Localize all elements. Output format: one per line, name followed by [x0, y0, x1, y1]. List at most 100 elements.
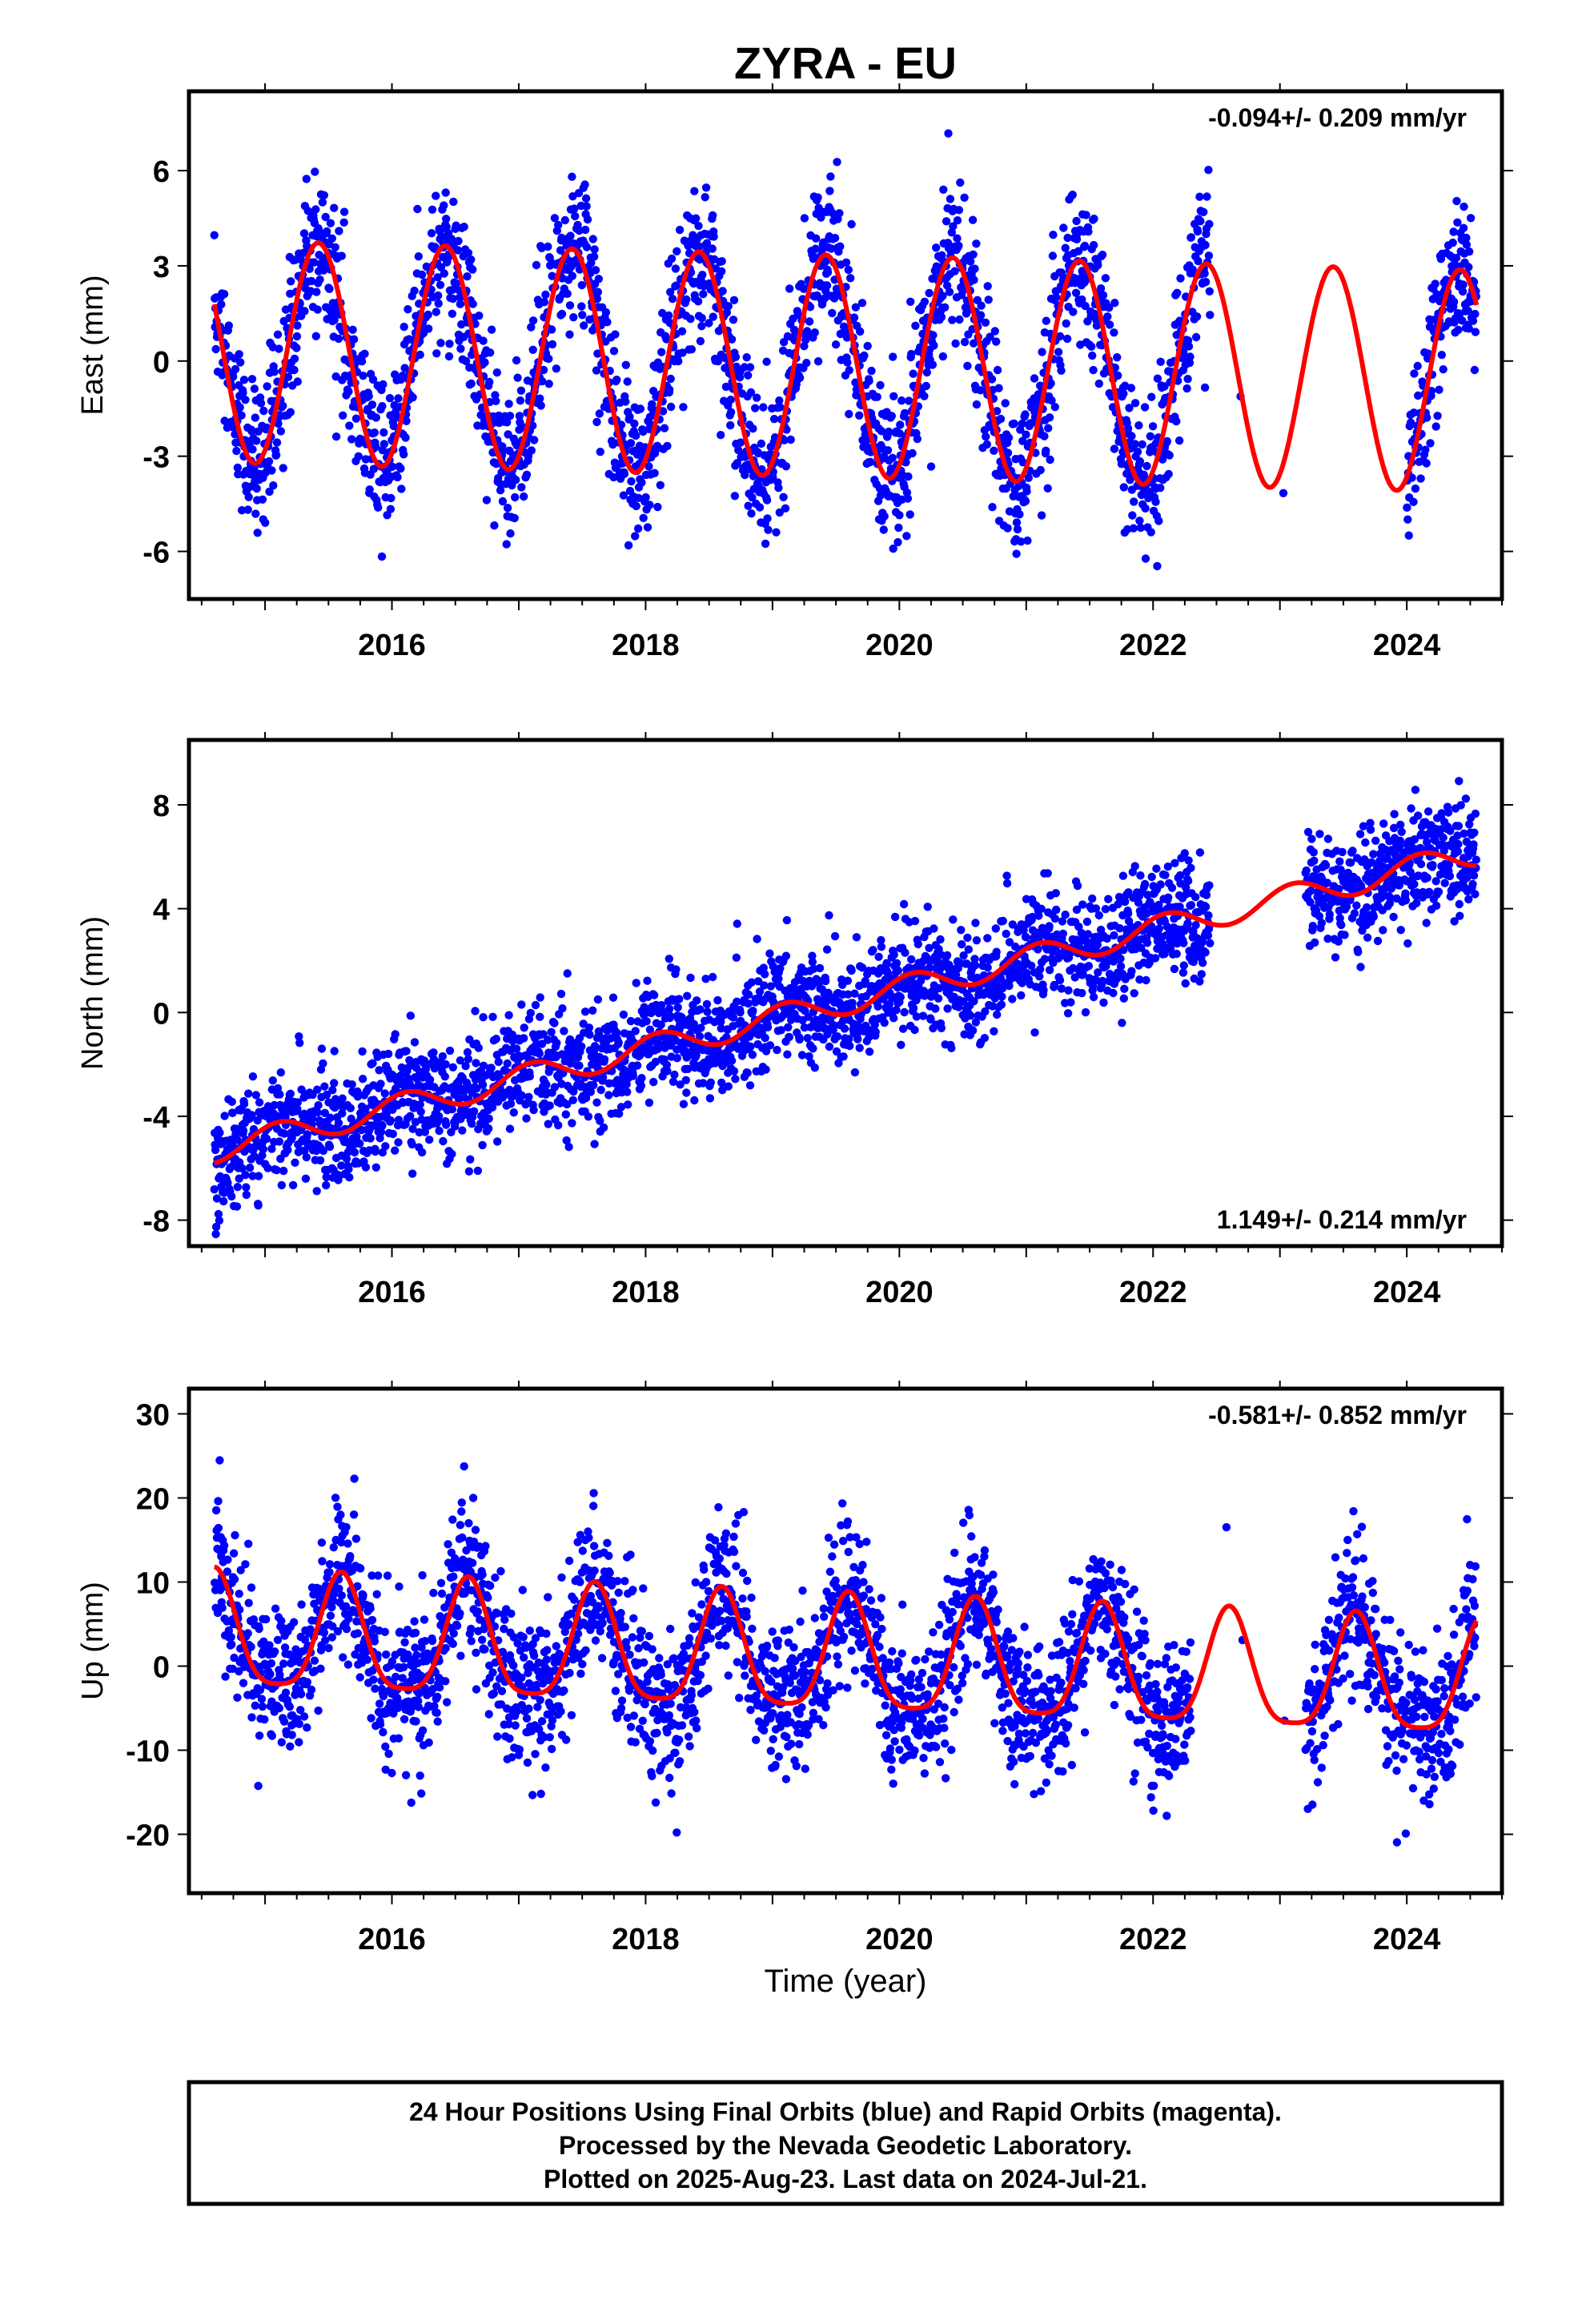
data-point [1084, 962, 1094, 971]
data-point [849, 313, 859, 322]
data-point [744, 371, 753, 380]
data-point [1172, 949, 1181, 959]
data-point [1098, 291, 1108, 300]
data-point [347, 1114, 355, 1124]
data-point [210, 231, 219, 239]
data-point [334, 1119, 343, 1128]
data-point [616, 420, 626, 429]
data-point [339, 218, 348, 227]
data-point [1002, 879, 1012, 888]
data-point [520, 1023, 528, 1032]
data-point [348, 325, 357, 334]
data-point [441, 1059, 450, 1069]
data-point [302, 175, 311, 183]
data-point [932, 243, 941, 252]
data-point [606, 1034, 615, 1043]
data-point [1002, 929, 1010, 939]
data-point [637, 478, 646, 487]
data-point [505, 412, 515, 420]
data-point [832, 284, 841, 293]
data-point [515, 412, 524, 420]
data-point [764, 525, 773, 534]
data-point [846, 274, 855, 283]
data-point [445, 340, 454, 348]
data-point [1110, 328, 1118, 337]
data-point [325, 284, 334, 293]
data-point [889, 352, 897, 361]
data-point [996, 414, 1006, 424]
data-point [509, 1108, 518, 1117]
data-point [253, 529, 262, 537]
data-point [889, 1014, 898, 1023]
data-point [342, 1154, 351, 1164]
data-point [424, 310, 432, 320]
data-point [954, 1003, 963, 1011]
data-point [434, 291, 443, 300]
data-point [1191, 893, 1200, 902]
data-point [569, 313, 578, 322]
data-point [698, 271, 707, 279]
data-point [920, 297, 930, 306]
data-point [835, 209, 844, 218]
data-point [857, 963, 867, 972]
data-points [210, 777, 1481, 1239]
data-point [475, 312, 484, 320]
data-point [850, 1068, 860, 1077]
data-point [747, 509, 756, 518]
data-point [828, 208, 837, 218]
data-point [749, 424, 757, 433]
data-point [383, 511, 391, 520]
data-point [1173, 288, 1182, 297]
data-point [701, 193, 709, 202]
data-point [1038, 348, 1046, 356]
data-point [511, 493, 520, 502]
data-point [1315, 830, 1324, 838]
data-point [1113, 353, 1122, 362]
data-point [730, 492, 740, 501]
data-point [763, 514, 772, 523]
data-point [448, 1105, 457, 1114]
data-point [1459, 280, 1468, 289]
data-point [642, 1017, 651, 1026]
data-point [540, 298, 549, 307]
data-point [871, 1027, 880, 1036]
data-point [1164, 893, 1173, 903]
data-point [276, 1068, 285, 1077]
data-point [971, 1018, 981, 1027]
data-point [623, 377, 632, 386]
data-point [682, 295, 691, 304]
data-point [1061, 243, 1070, 252]
data-point [368, 375, 378, 384]
data-point [1015, 510, 1024, 519]
data-point [376, 1080, 385, 1088]
data-point [1022, 933, 1030, 942]
data-point [828, 308, 837, 318]
data-point [1058, 917, 1067, 926]
data-point [251, 1091, 260, 1100]
data-point [643, 523, 652, 532]
data-point [471, 1007, 480, 1015]
data-point [224, 321, 233, 330]
data-point [232, 446, 241, 456]
data-point [323, 1090, 331, 1100]
data-point [547, 1027, 556, 1037]
data-point [845, 409, 853, 419]
data-point [959, 951, 968, 960]
data-point [1116, 962, 1126, 971]
data-point [628, 1072, 637, 1080]
data-point [1308, 922, 1318, 931]
data-point [1435, 385, 1443, 394]
data-point [1130, 497, 1138, 506]
data-point [563, 969, 572, 978]
data-point [456, 1056, 465, 1065]
data-point [729, 316, 738, 324]
data-point [1040, 432, 1049, 440]
data-point [544, 380, 553, 388]
data-point [1184, 342, 1194, 351]
data-point [666, 287, 675, 296]
data-point [665, 1004, 674, 1014]
data-point [349, 335, 359, 344]
data-point [772, 528, 781, 537]
data-point [417, 1148, 427, 1157]
data-point [1036, 465, 1045, 475]
